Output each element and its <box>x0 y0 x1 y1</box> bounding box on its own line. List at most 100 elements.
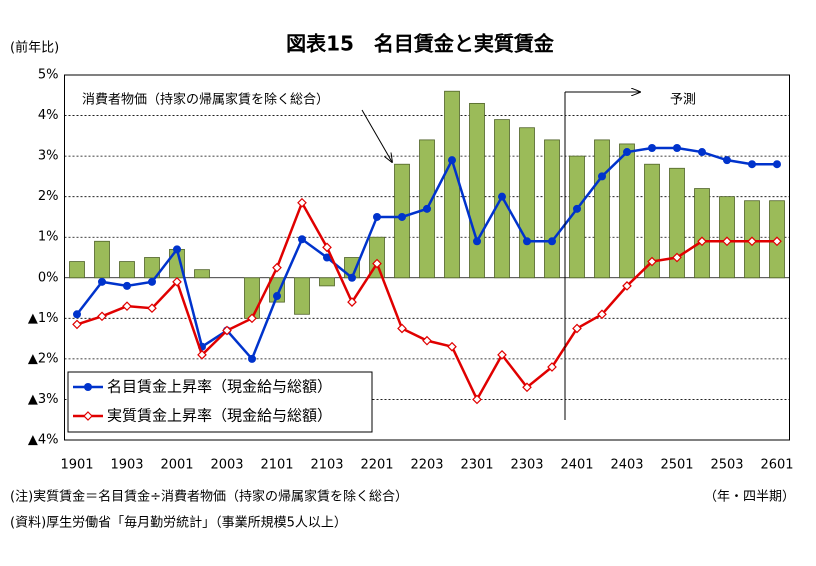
point <box>323 253 331 262</box>
y-tick-label: ▲3% <box>28 392 59 407</box>
point <box>572 323 582 334</box>
plot-area: 5% 4% 3% 2% 1% 0% ▲1% ▲2% ▲3% ▲4%1901 1903 2001 2003… <box>28 68 794 473</box>
x-tick-label: 2003 <box>210 458 243 473</box>
y-tick-label: ▲1% <box>28 311 59 326</box>
point <box>497 349 507 360</box>
x-tick-label: 1901 <box>60 458 93 473</box>
point <box>397 323 407 334</box>
point <box>772 236 782 247</box>
bar <box>94 240 110 279</box>
bar-annotation: 消費者物価（持家の帰属家賃を除く総合） <box>82 92 329 108</box>
note: (資料)厚生労働省「毎月勤労統計」（事業所規模5人以上） <box>10 515 347 531</box>
bar <box>444 90 460 279</box>
point <box>84 383 92 391</box>
x-tick-label: 2001 <box>160 458 193 473</box>
x-tick-label: 2401 <box>560 458 593 473</box>
bar <box>544 139 560 279</box>
x-tick-label: 2201 <box>360 458 393 473</box>
point <box>83 411 93 421</box>
bar <box>144 257 160 279</box>
point <box>147 303 157 314</box>
point <box>298 235 306 244</box>
bar <box>194 269 210 279</box>
point <box>447 341 457 352</box>
x-tick-label: 2403 <box>610 458 643 473</box>
x-tick-label: 2301 <box>460 458 493 473</box>
point <box>72 319 82 330</box>
point <box>472 394 482 405</box>
y-tick-label: ▲4% <box>28 433 59 448</box>
x-tick-label: 1903 <box>110 458 143 473</box>
x-tick-label: 2501 <box>660 458 693 473</box>
x-tick-label: 2601 <box>760 458 793 473</box>
point <box>747 236 757 247</box>
point <box>347 297 357 307</box>
bar <box>594 139 610 279</box>
point <box>573 204 581 213</box>
point <box>722 236 732 247</box>
point <box>373 212 381 221</box>
point <box>423 204 431 213</box>
bar <box>694 188 710 279</box>
x-tick-label: 2203 <box>410 458 443 473</box>
bar <box>294 277 310 315</box>
point <box>723 156 731 165</box>
legend-label: 実質賃金上昇率（現金給与総額） <box>107 407 332 425</box>
point <box>97 311 107 322</box>
y-tick-label: 2% <box>38 189 59 204</box>
point <box>197 349 207 360</box>
point <box>272 262 282 273</box>
bar <box>644 163 660 279</box>
x-tick-label: 2101 <box>260 458 293 473</box>
point <box>523 237 531 246</box>
y-tick-label: 3% <box>38 149 59 164</box>
point <box>697 236 707 247</box>
y-tick-label: 5% <box>38 68 59 83</box>
point <box>597 309 607 320</box>
point <box>422 335 432 346</box>
x-tick-label: 2303 <box>510 458 543 473</box>
legend-label: 名目賃金上昇率（現金給与総額） <box>107 378 332 396</box>
chart-title: 図表15 名目賃金と実質賃金 <box>286 32 555 56</box>
point <box>622 281 632 291</box>
point <box>248 354 256 363</box>
point <box>173 245 181 254</box>
note: (注)実質賃金＝名目賃金÷消費者物価（持家の帰属家賃を除く総合） <box>10 489 408 505</box>
y-axis-label: (前年比) <box>10 40 59 56</box>
point <box>623 148 631 157</box>
x-axis-label: （年・四半期） <box>704 490 795 505</box>
point <box>348 273 356 282</box>
point <box>647 256 657 267</box>
point <box>122 301 132 312</box>
point <box>448 156 456 165</box>
point <box>672 252 682 263</box>
point <box>773 160 781 169</box>
bar <box>469 102 485 279</box>
y-tick-label: 0% <box>38 270 59 285</box>
point <box>648 144 656 152</box>
point <box>698 148 706 157</box>
point <box>222 325 232 336</box>
point <box>598 172 606 181</box>
point <box>547 362 557 372</box>
bar <box>319 277 335 287</box>
bar <box>69 261 85 279</box>
legend-box <box>67 371 373 433</box>
x-tick-label: 2103 <box>310 458 343 473</box>
point <box>398 212 406 221</box>
point <box>123 281 131 290</box>
plot-frame <box>64 74 790 441</box>
point <box>98 277 106 286</box>
point <box>297 197 307 208</box>
point <box>548 237 556 246</box>
point <box>673 144 681 152</box>
point <box>748 160 756 169</box>
y-tick-label: 1% <box>38 230 59 245</box>
bar <box>119 261 135 279</box>
annotation-arrow <box>361 109 392 162</box>
point <box>322 242 332 253</box>
point <box>73 310 81 319</box>
bar <box>519 127 535 279</box>
forecast-label: 予測 <box>670 93 696 108</box>
